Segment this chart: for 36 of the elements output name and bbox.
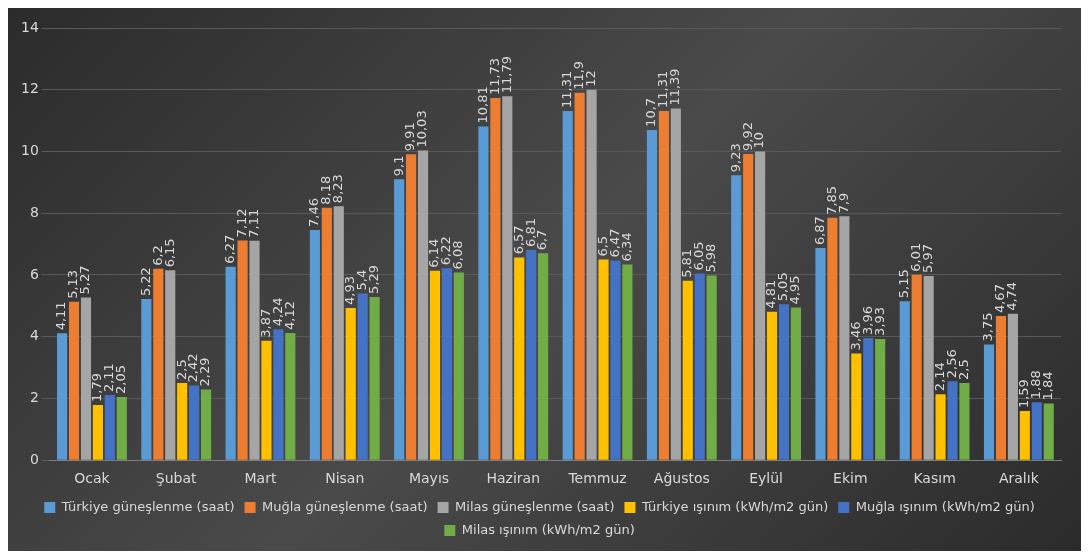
legend-label: Milas ışınım (kWh/m2 gün) — [461, 521, 635, 537]
x-tick-label: Ocak — [74, 470, 111, 487]
x-tick-label: Mart — [244, 470, 277, 487]
x-tick-label: Aralık — [998, 470, 1040, 487]
x-tick-label: Şubat — [155, 470, 198, 487]
y-tick-label: 12 — [20, 80, 39, 97]
legend-label: Muğla güneşlenme (saat) — [262, 498, 428, 514]
data-label: 2,29 — [197, 357, 213, 387]
y-tick-label: 8 — [29, 203, 39, 220]
data-label: 6,87 — [811, 216, 827, 246]
legend-label: Muğla ışınım (kWh/m2 gün) — [855, 498, 1035, 514]
x-tick-label: Eylül — [749, 470, 783, 487]
data-label: 9,1 — [390, 155, 406, 177]
data-label: 6,5 — [594, 235, 610, 257]
y-tick-label: 6 — [29, 265, 39, 282]
data-label: 3,75 — [980, 312, 996, 342]
x-tick-label: Ekim — [833, 470, 868, 487]
x-tick-label: Kasım — [913, 470, 956, 487]
x-tick-label: Nisan — [325, 470, 365, 487]
legend-label: Milas güneşlenme (saat) — [455, 498, 615, 514]
data-label: 9,23 — [727, 143, 743, 173]
legend-label: Türkiye ışınım (kWh/m2 gün) — [640, 498, 829, 514]
y-tick-label: 10 — [20, 142, 39, 159]
data-label: 5,15 — [896, 269, 912, 299]
data-label: 5,22 — [137, 267, 153, 297]
y-tick-label: 2 — [29, 389, 39, 406]
y-tick-label: 14 — [20, 18, 39, 35]
y-tick-label: 4 — [29, 327, 39, 344]
x-tick-label: Ağustos — [653, 470, 710, 487]
x-tick-label: Haziran — [486, 470, 541, 487]
x-tick-label: Mayıs — [408, 470, 450, 487]
legend-label: Türkiye güneşlenme (saat) — [60, 498, 235, 514]
y-tick-label: 0 — [29, 450, 39, 467]
x-tick-label: Temmuz — [567, 470, 627, 487]
data-label: 6,57 — [510, 225, 526, 255]
data-label: 4,11 — [53, 301, 69, 331]
